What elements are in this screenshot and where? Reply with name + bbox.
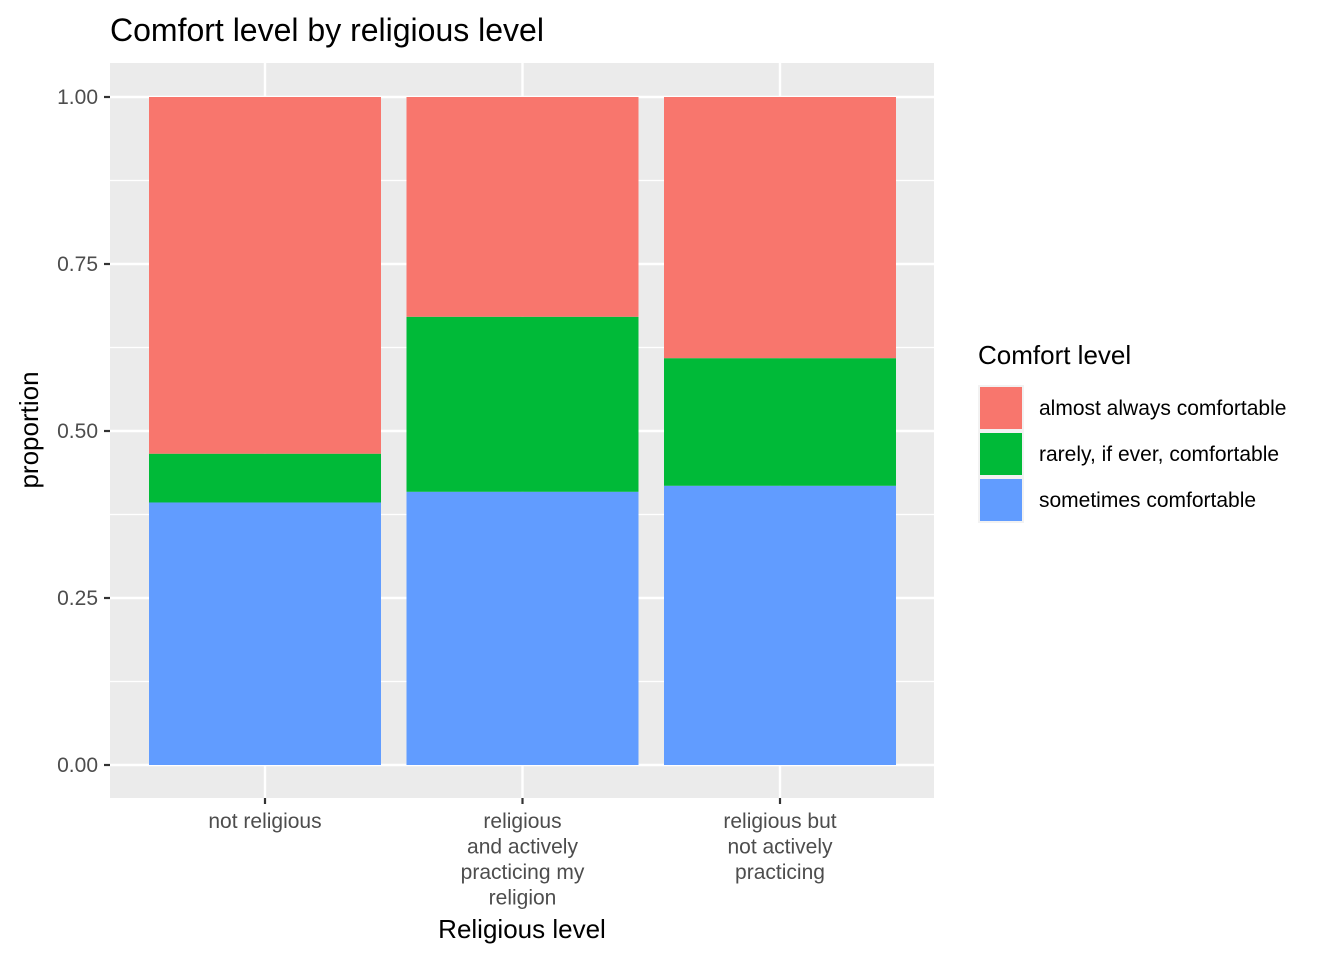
bar-segment [406, 97, 639, 317]
y-tick-label: 0.25 [57, 587, 98, 610]
bar-segment [406, 316, 639, 492]
x-axis-title: Religious level [438, 914, 606, 944]
x-tick-label: religious [483, 810, 561, 833]
x-tick-label: practicing [735, 861, 825, 884]
bar-segment [149, 502, 381, 765]
y-axis-title: proportion [14, 371, 44, 488]
x-tick-label: practicing my [461, 861, 585, 884]
legend: Comfort level almost always comfortable r… [978, 340, 1286, 523]
legend-swatch [980, 479, 1022, 521]
bar-segment [406, 491, 639, 765]
bars [149, 97, 896, 765]
x-tick-label: not actively [727, 836, 833, 859]
chart-title: Comfort level by religious level [110, 12, 544, 48]
y-tick-label: 0.75 [57, 253, 98, 276]
x-tick-label: religious but [723, 810, 836, 833]
y-axis: 0.00 0.25 0.50 0.75 1.00 [57, 86, 110, 777]
legend-label: almost always comfortable [1039, 397, 1286, 420]
bar-segment [664, 97, 896, 359]
y-tick-label: 1.00 [57, 86, 98, 109]
legend-label: rarely, if ever, comfortable [1039, 443, 1279, 466]
x-tick-label: and actively [467, 836, 578, 859]
legend-swatch [980, 387, 1022, 429]
y-tick-label: 0.50 [57, 420, 98, 443]
legend-label: sometimes comfortable [1039, 489, 1256, 512]
y-tick-label: 0.00 [57, 754, 98, 777]
bar-segment [149, 97, 381, 454]
legend-title: Comfort level [978, 340, 1131, 370]
legend-swatch [980, 433, 1022, 475]
bar-segment [664, 358, 896, 486]
bar-segment [149, 453, 381, 503]
bar-segment [664, 485, 896, 765]
x-tick-label: religion [489, 887, 557, 910]
x-tick-label: not religious [208, 810, 321, 833]
